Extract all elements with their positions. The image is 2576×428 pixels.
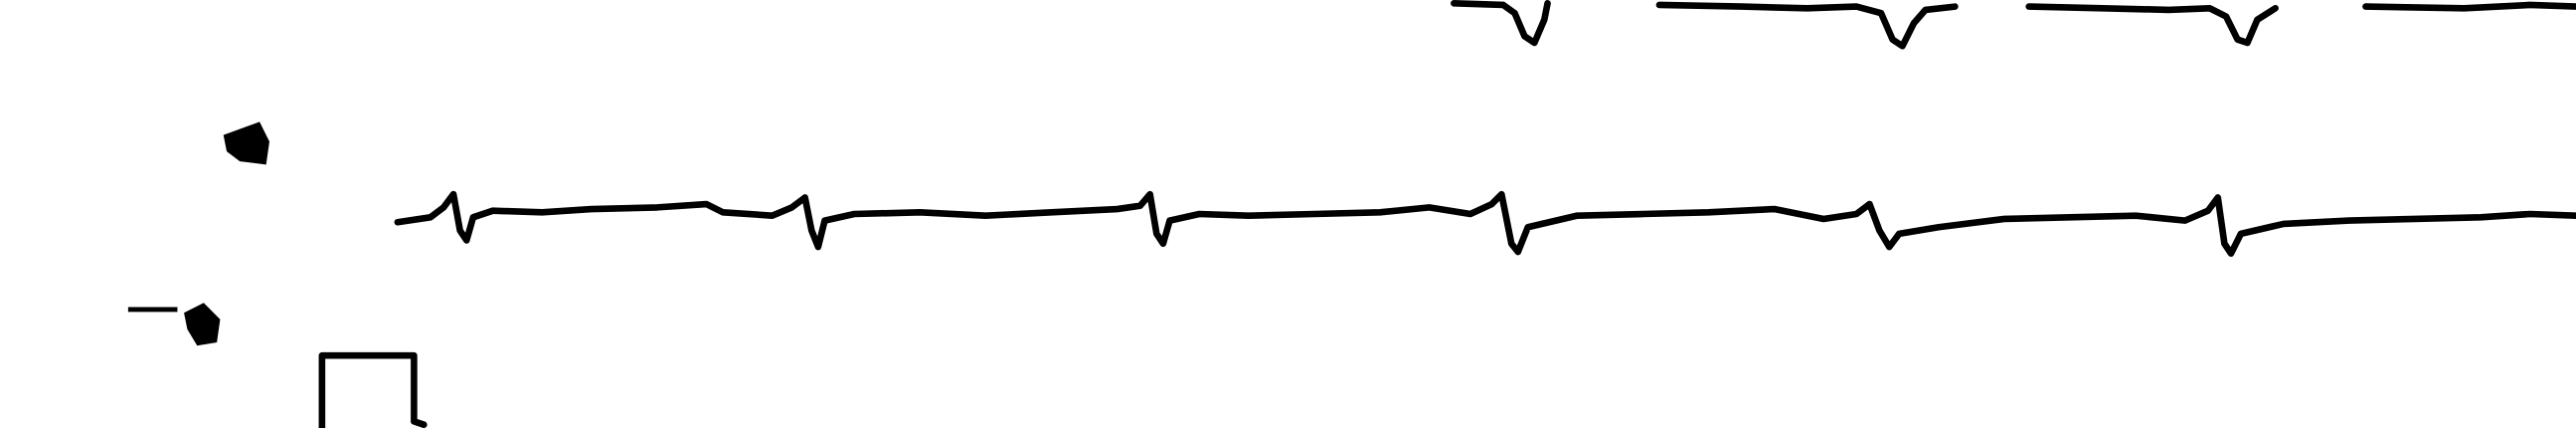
marker-upper xyxy=(223,121,269,165)
ecg-trace-middle xyxy=(394,190,2576,257)
calibration-pulse xyxy=(318,351,428,428)
ecg-trace-upper xyxy=(1451,0,2576,50)
marker-lower xyxy=(184,303,221,346)
